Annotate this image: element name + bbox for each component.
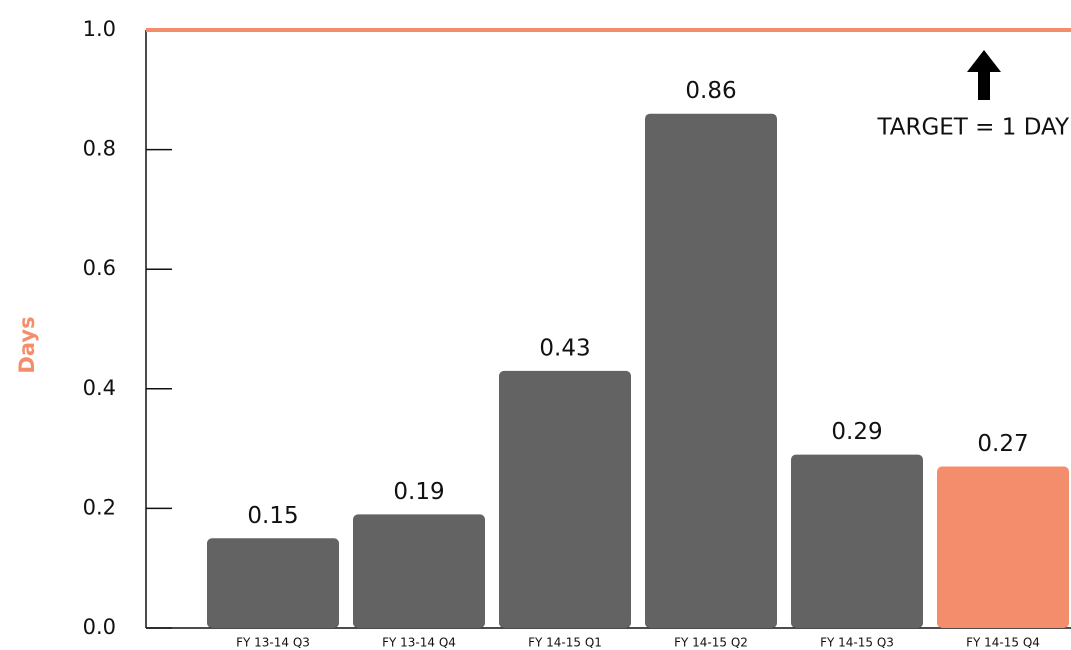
y-tick-label: 0.2	[83, 495, 116, 519]
x-tick-label: FY 14-15 Q4	[966, 636, 1040, 650]
y-tick-label: 0.8	[83, 137, 116, 161]
value-label: 0.15	[247, 503, 298, 529]
x-tick-label: FY 13-14 Q3	[236, 636, 310, 650]
x-tick-label: FY 14-15 Q2	[674, 636, 748, 650]
value-label: 0.19	[393, 479, 444, 505]
y-tick-label: 0.0	[83, 615, 116, 639]
target-label: TARGET = 1 DAY	[876, 115, 1069, 141]
y-tick-label: 0.4	[83, 376, 116, 400]
x-tick-label: FY 14-15 Q3	[820, 636, 894, 650]
value-label: 0.27	[977, 431, 1028, 457]
bar	[207, 538, 339, 628]
x-tick-label: FY 14-15 Q1	[528, 636, 602, 650]
bar	[937, 466, 1069, 628]
y-tick-label: 0.6	[83, 256, 116, 280]
bar	[645, 113, 777, 629]
y-axis-label: Days	[15, 316, 39, 373]
bar	[791, 454, 923, 628]
x-tick-label: FY 13-14 Q4	[382, 636, 456, 650]
value-label: 0.86	[685, 78, 736, 104]
y-tick-label: 1.0	[83, 17, 116, 41]
value-label: 0.43	[539, 335, 590, 361]
target-arrow	[967, 50, 1001, 100]
bar	[499, 370, 631, 628]
bar	[353, 514, 485, 628]
value-label: 0.29	[831, 419, 882, 445]
